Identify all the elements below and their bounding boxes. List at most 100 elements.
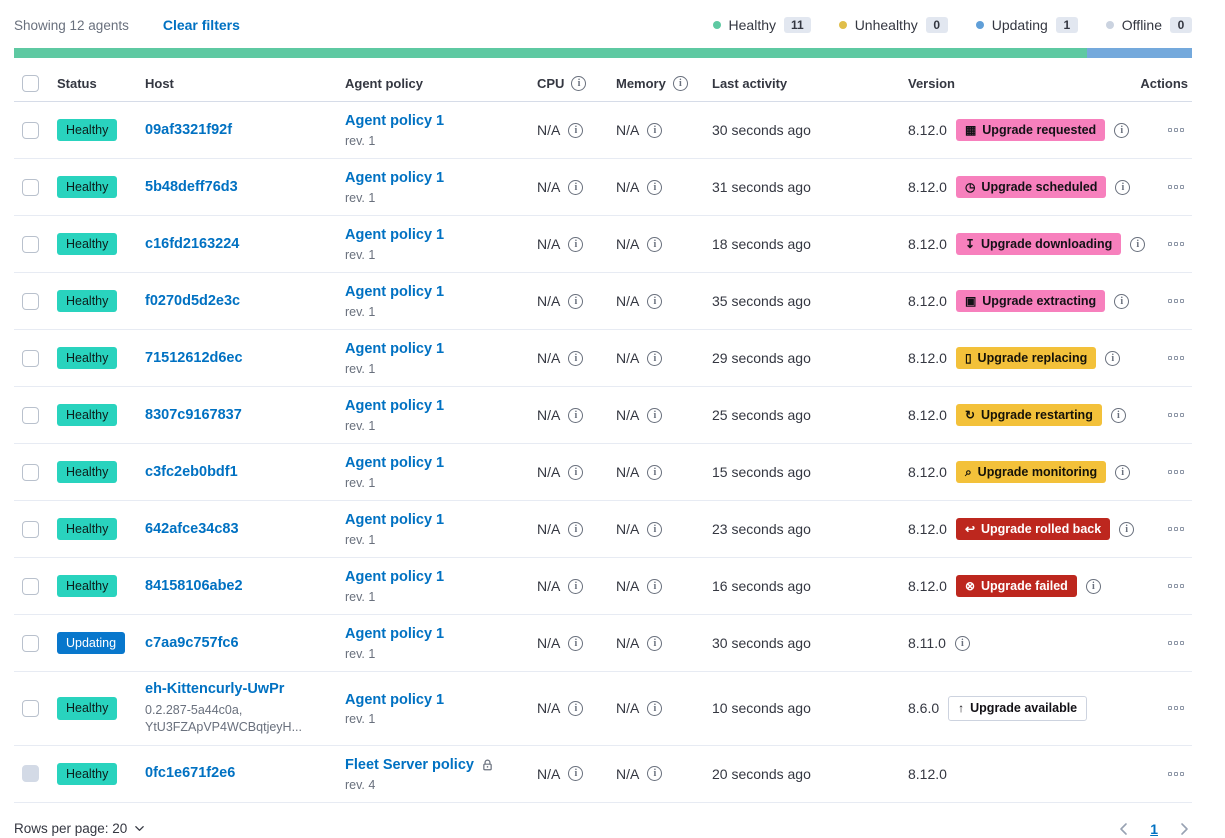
- boxes-horizontal-icon[interactable]: [1164, 523, 1188, 535]
- row-checkbox[interactable]: [22, 463, 39, 481]
- info-icon[interactable]: i: [568, 350, 584, 366]
- host-link[interactable]: 5b48deff76d3: [145, 178, 238, 195]
- boxes-horizontal-icon[interactable]: [1164, 637, 1188, 649]
- agent-policy-link[interactable]: Agent policy 1: [345, 512, 445, 529]
- table-row: Healthy 5b48deff76d3 Agent policy 1 rev.…: [14, 159, 1192, 216]
- info-icon[interactable]: i: [647, 464, 663, 480]
- boxes-horizontal-icon[interactable]: [1164, 295, 1188, 307]
- next-page-button[interactable]: [1176, 820, 1192, 838]
- previous-page-button[interactable]: [1116, 820, 1132, 838]
- boxes-horizontal-icon[interactable]: [1164, 124, 1188, 136]
- agent-policy-link[interactable]: Agent policy 1: [345, 691, 445, 708]
- agent-policy-link[interactable]: Agent policy 1: [345, 341, 445, 358]
- info-icon[interactable]: i: [647, 236, 663, 252]
- agent-policy-link[interactable]: Agent policy 1: [345, 113, 445, 130]
- boxes-horizontal-icon[interactable]: [1164, 580, 1188, 592]
- rows-per-page-selector[interactable]: Rows per page: 20: [14, 821, 145, 836]
- agent-policy-link[interactable]: Agent policy 1: [345, 569, 445, 586]
- status-badge: Updating: [57, 631, 126, 655]
- row-checkbox[interactable]: [22, 121, 39, 139]
- host-link[interactable]: c7aa9c757fc6: [145, 634, 239, 651]
- host-link[interactable]: 0fc1e671f2e6: [145, 765, 236, 782]
- chevron-down-icon: [135, 826, 145, 832]
- info-icon[interactable]: i: [568, 766, 584, 782]
- info-icon[interactable]: i: [1114, 293, 1130, 309]
- info-icon[interactable]: i: [672, 76, 688, 91]
- info-icon[interactable]: i: [647, 700, 663, 716]
- info-icon[interactable]: i: [568, 578, 584, 594]
- host-link[interactable]: 71512612d6ec: [145, 349, 243, 366]
- agent-policy-link[interactable]: Agent policy 1: [345, 284, 445, 301]
- last-activity-value: 31 seconds ago: [712, 179, 811, 195]
- select-all-checkbox[interactable]: [22, 75, 39, 92]
- info-icon[interactable]: i: [568, 521, 584, 537]
- info-icon[interactable]: i: [647, 521, 663, 537]
- host-link[interactable]: 8307c9167837: [145, 406, 242, 423]
- page-number[interactable]: 1: [1150, 820, 1158, 837]
- clear-filters-link[interactable]: Clear filters: [162, 17, 240, 33]
- memory-value: N/A: [616, 578, 640, 594]
- info-icon[interactable]: i: [647, 407, 663, 423]
- info-icon[interactable]: i: [1114, 122, 1130, 138]
- boxes-horizontal-icon[interactable]: [1164, 409, 1188, 421]
- host-link[interactable]: eh-Kittencurly-UwPr: [145, 681, 285, 697]
- info-icon[interactable]: i: [647, 635, 663, 651]
- info-icon[interactable]: i: [1105, 350, 1121, 366]
- info-icon[interactable]: i: [647, 122, 663, 138]
- info-icon[interactable]: i: [1115, 464, 1131, 480]
- agent-policy-link[interactable]: Agent policy 1: [345, 227, 445, 244]
- info-icon[interactable]: i: [647, 179, 663, 195]
- host-link[interactable]: 84158106abe2: [145, 577, 243, 594]
- boxes-horizontal-icon[interactable]: [1164, 352, 1188, 364]
- info-icon[interactable]: i: [1085, 578, 1101, 594]
- info-icon[interactable]: i: [1130, 236, 1146, 252]
- info-icon[interactable]: i: [568, 407, 584, 423]
- agent-policy-link[interactable]: Agent policy 1: [345, 398, 445, 415]
- row-checkbox[interactable]: [22, 634, 39, 652]
- info-icon[interactable]: i: [571, 76, 587, 91]
- info-icon[interactable]: i: [1110, 407, 1126, 423]
- row-checkbox[interactable]: [22, 699, 39, 717]
- row-checkbox[interactable]: [22, 577, 39, 595]
- host-link[interactable]: 642afce34c83: [145, 520, 239, 537]
- info-icon[interactable]: i: [647, 766, 663, 782]
- info-icon[interactable]: i: [568, 293, 584, 309]
- boxes-horizontal-icon[interactable]: [1164, 768, 1188, 780]
- agent-policy-link[interactable]: Agent policy 1: [345, 626, 445, 643]
- info-icon[interactable]: i: [647, 350, 663, 366]
- info-icon[interactable]: i: [954, 635, 970, 651]
- row-checkbox[interactable]: [22, 520, 39, 538]
- boxes-horizontal-icon[interactable]: [1164, 181, 1188, 193]
- info-icon[interactable]: i: [568, 122, 584, 138]
- info-icon[interactable]: i: [568, 635, 584, 651]
- info-icon[interactable]: i: [1115, 179, 1131, 195]
- info-icon[interactable]: i: [568, 179, 584, 195]
- row-checkbox[interactable]: [22, 406, 39, 424]
- row-checkbox[interactable]: [22, 235, 39, 253]
- host-link[interactable]: c16fd2163224: [145, 235, 240, 252]
- boxes-horizontal-icon[interactable]: [1164, 238, 1188, 250]
- boxes-horizontal-icon[interactable]: [1164, 702, 1188, 714]
- host-link[interactable]: f0270d5d2e3c: [145, 292, 241, 309]
- pagination: 1: [1116, 820, 1192, 838]
- boxes-horizontal-icon[interactable]: [1164, 466, 1188, 478]
- agent-policy-link[interactable]: Agent policy 1: [345, 455, 445, 472]
- info-icon[interactable]: i: [1119, 521, 1135, 537]
- info-icon[interactable]: i: [647, 578, 663, 594]
- host-link[interactable]: 09af3321f92f: [145, 121, 233, 138]
- table-row: Healthy 0fc1e671f2e6 Fleet Server policy…: [14, 746, 1192, 803]
- agent-policy-link[interactable]: Fleet Server policy: [345, 756, 474, 773]
- row-checkbox[interactable]: [22, 349, 39, 367]
- info-icon[interactable]: i: [568, 464, 584, 480]
- info-icon[interactable]: i: [568, 700, 584, 716]
- row-checkbox[interactable]: [22, 292, 39, 310]
- status-badge: Healthy: [57, 762, 118, 785]
- agent-count-label: Showing 12 agents: [14, 17, 129, 33]
- info-icon[interactable]: i: [647, 293, 663, 309]
- agent-policy-link[interactable]: Agent policy 1: [345, 170, 445, 187]
- cpu-value: N/A: [537, 635, 561, 651]
- info-icon[interactable]: i: [568, 236, 584, 252]
- host-link[interactable]: c3fc2eb0bdf1: [145, 463, 238, 480]
- table-row: Healthy 642afce34c83 Agent policy 1 rev.…: [14, 501, 1192, 558]
- row-checkbox[interactable]: [22, 178, 39, 196]
